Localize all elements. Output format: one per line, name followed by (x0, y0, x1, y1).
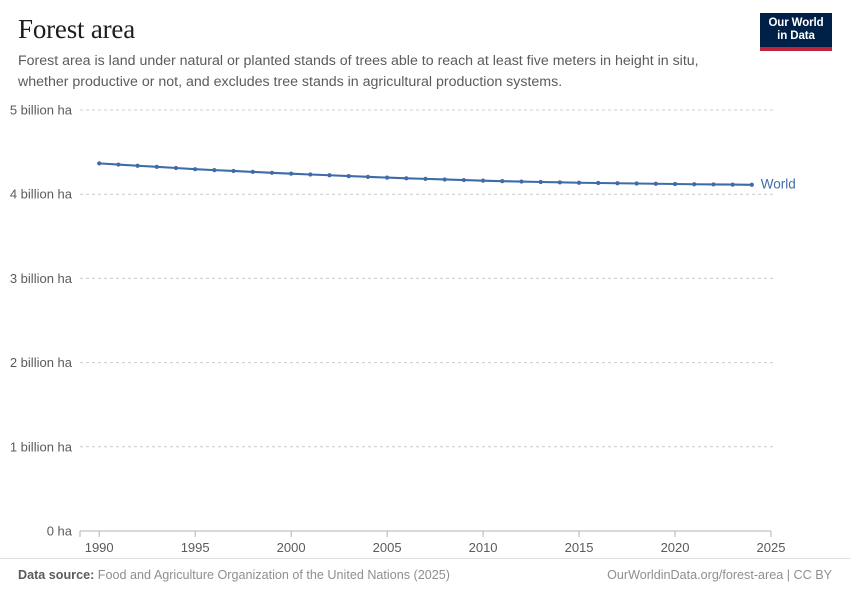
y-axis-tick-label: 1 billion ha (10, 439, 73, 454)
gridlines-group (80, 109, 775, 448)
y-axis-tick-label: 0 ha (47, 524, 73, 539)
x-axis-tick-label: 2010 (469, 540, 498, 555)
data-source-text: Food and Agriculture Organization of the… (97, 568, 450, 582)
series-data-point[interactable] (576, 180, 582, 185)
series-data-point[interactable] (538, 179, 543, 185)
series-end-label: World (761, 176, 796, 191)
line-chart-svg[interactable]: 0 ha 1 billion ha 2 billion ha 3 billion ha… (0, 96, 850, 558)
series-data-point[interactable] (97, 161, 102, 166)
data-source-label: Data source: (18, 568, 95, 582)
series-data-point[interactable] (173, 165, 179, 171)
series-data-point[interactable] (116, 162, 121, 167)
series-data-point[interactable] (289, 171, 294, 176)
x-axis-tick-label: 2000 (277, 540, 306, 555)
series-data-point[interactable] (154, 164, 159, 169)
page-title: Forest area (18, 14, 135, 44)
series-data-point[interactable] (365, 174, 371, 179)
series-data-point[interactable] (404, 176, 409, 181)
series-data-point[interactable] (557, 180, 562, 185)
series-data-point[interactable] (193, 167, 198, 172)
series-data-point[interactable] (519, 179, 524, 184)
chart-subtitle: Forest area is land under natural or pla… (18, 53, 699, 90)
series-data-point[interactable] (480, 178, 486, 183)
y-axis-tick-label: 5 billion ha (10, 103, 73, 118)
series-end-label-group: World (761, 176, 796, 191)
series-data-point[interactable] (749, 182, 754, 187)
series-data-point[interactable] (327, 173, 332, 178)
series-data-point[interactable] (461, 177, 466, 183)
series-line-world[interactable] (98, 162, 753, 186)
x-axis-tick-label: 2020 (661, 540, 690, 555)
series-data-point[interactable] (135, 163, 140, 168)
series-data-point[interactable] (269, 170, 275, 175)
data-source: Data source: Food and Agriculture Organi… (18, 567, 450, 583)
series-data-point[interactable] (500, 179, 505, 184)
footer-link[interactable]: OurWorldinData.org/forest-area | CC BY (607, 568, 832, 582)
y-axis-labels-group: 0 ha 1 billion ha 2 billion ha 3 billion ha… (10, 103, 73, 539)
x-axis-tick-label: 2025 (757, 540, 786, 555)
y-axis-tick-label: 3 billion ha (10, 271, 73, 286)
owid-logo-line-2: in Data (777, 30, 815, 42)
series-data-point[interactable] (346, 174, 351, 179)
x-axis-tick-label: 1990 (85, 540, 114, 555)
series-data-point[interactable] (596, 180, 601, 186)
series-data-point[interactable] (423, 176, 428, 181)
owid-logo-line-1: Our World (768, 17, 824, 30)
chart-header: Forest area Forest area is land under na… (0, 0, 850, 96)
series-data-point[interactable] (653, 181, 658, 186)
chart-footer: Data source: Food and Agriculture Organi… (0, 558, 850, 600)
series-data-point[interactable] (231, 168, 236, 174)
series-data-point[interactable] (730, 182, 735, 187)
chart-area: 0 ha 1 billion ha 2 billion ha 3 billion ha… (0, 96, 850, 558)
owid-logo[interactable]: Our World in Data (760, 13, 832, 51)
x-axis-tick-label: 1995 (181, 540, 210, 555)
series-data-point[interactable] (634, 181, 639, 186)
series-data-point[interactable] (212, 168, 217, 173)
series-data-point[interactable] (615, 181, 620, 186)
series-data-point[interactable] (442, 177, 447, 182)
x-axis-tick-label: 2015 (565, 540, 594, 555)
y-axis-tick-label: 2 billion ha (10, 355, 73, 370)
series-data-point[interactable] (250, 169, 255, 174)
series-data-point[interactable] (672, 181, 678, 187)
x-axis-group (79, 530, 772, 537)
series-data-point[interactable] (385, 175, 390, 180)
x-axis-labels-group: 1990 1995 2000 2005 2010 2015 2020 2025 (85, 540, 786, 555)
series-data-point[interactable] (308, 172, 313, 177)
series-data-point[interactable] (692, 182, 697, 187)
series-data-point[interactable] (711, 182, 716, 187)
series-group[interactable] (97, 161, 754, 187)
x-axis-tick-label: 2005 (373, 540, 402, 555)
y-axis-tick-label: 4 billion ha (10, 187, 73, 202)
